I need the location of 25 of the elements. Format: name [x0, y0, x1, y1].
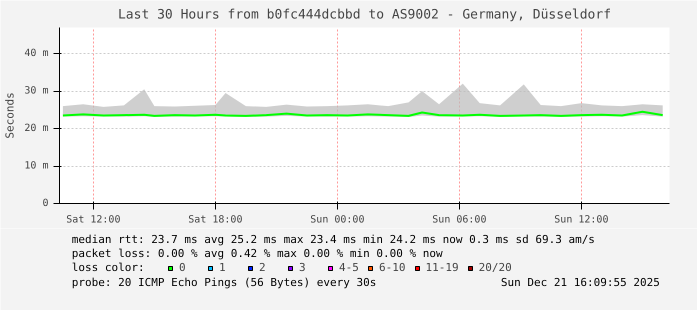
x-tick-label: Sun 00:00 [310, 214, 364, 226]
x-tick-label: Sat 18:00 [188, 214, 242, 226]
x-tick-label: Sun 06:00 [432, 214, 486, 226]
legend-label: 6-10 [379, 261, 406, 274]
y-tick-label: 0 [42, 198, 49, 209]
y-tick-label: 40 m [24, 48, 49, 60]
x-tick-label: Sat 12:00 [66, 214, 120, 226]
text: packet loss: 0.00 % avg 0.42 % max 0.00 % min 0.00 % now [72, 247, 443, 260]
legend-title: loss color: [72, 261, 145, 274]
legend-label: 1 [219, 261, 227, 274]
legend-label: 20/20 [478, 261, 512, 274]
legend-label: 2 [259, 261, 267, 274]
text: median rtt: 23.7 ms avg 25.2 ms max 23.4 ms min 24.2 ms now 0.3 ms sd 69.3 am/s [72, 233, 595, 246]
legend-label: 4-5 [339, 261, 359, 274]
chart-title: Last 30 Hours from b0fc444dcbbd to AS9002 - Germany, Düsseldorf [118, 8, 612, 22]
x-tick-label: Sun 12:00 [554, 214, 608, 226]
y-tick-label: 30 m [24, 86, 49, 97]
legend-label: 3 [299, 261, 307, 274]
legend-label: 11-19 [426, 261, 459, 274]
text: probe: 20 ICMP Echo Pings (56 Bytes) every 30s [72, 276, 376, 289]
y-tick-label: 10 m [24, 160, 49, 172]
y-tick-label: 20 m [24, 123, 49, 134]
text: Sun Dec 21 16:09:55 2025 [500, 276, 660, 289]
legend-label: 0 [179, 261, 187, 274]
y-axis-title: Seconds [3, 92, 16, 139]
